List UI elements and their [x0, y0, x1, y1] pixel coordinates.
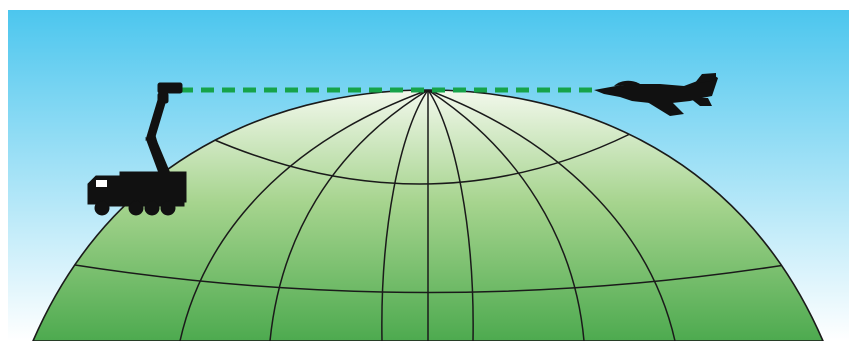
jet-fuselage: [594, 74, 718, 103]
antenna-head: [157, 82, 183, 94]
mast-truck: [87, 82, 187, 216]
truck-wheel: [128, 200, 144, 216]
meridian-line: [179, 90, 429, 341]
truck-wheel: [94, 200, 110, 216]
latitude-line: [209, 133, 631, 185]
jet-canopy: [614, 80, 640, 86]
globe-grid: [74, 90, 786, 341]
jet-wing: [644, 100, 684, 116]
truck-window: [96, 180, 107, 187]
meridian-line: [427, 90, 474, 341]
jet-tail-fin: [694, 73, 716, 84]
meridian-line: [427, 90, 585, 341]
meridian-line: [269, 90, 429, 341]
fighter-jet: [594, 73, 718, 116]
meridian-line: [381, 90, 429, 341]
meridian-line: [427, 90, 676, 341]
truck-wheel: [160, 200, 176, 216]
earth-globe: [32, 89, 824, 341]
latitude-line: [74, 264, 786, 294]
jet-stabilizer: [690, 98, 712, 106]
truck-body: [119, 171, 187, 203]
truck-wheel: [144, 200, 160, 216]
mast-support: [149, 131, 163, 163]
